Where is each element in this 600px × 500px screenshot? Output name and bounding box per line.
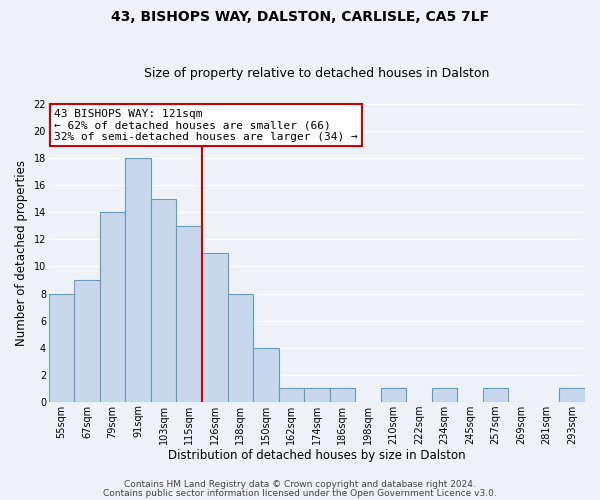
Text: Contains HM Land Registry data © Crown copyright and database right 2024.: Contains HM Land Registry data © Crown c… — [124, 480, 476, 489]
Bar — [559, 388, 585, 402]
Text: 43, BISHOPS WAY, DALSTON, CARLISLE, CA5 7LF: 43, BISHOPS WAY, DALSTON, CARLISLE, CA5 … — [111, 10, 489, 24]
Bar — [202, 253, 227, 402]
Title: Size of property relative to detached houses in Dalston: Size of property relative to detached ho… — [144, 66, 490, 80]
Bar — [151, 199, 176, 402]
Bar — [125, 158, 151, 402]
Bar — [176, 226, 202, 402]
Text: 43 BISHOPS WAY: 121sqm
← 62% of detached houses are smaller (66)
32% of semi-det: 43 BISHOPS WAY: 121sqm ← 62% of detached… — [54, 108, 358, 142]
Bar — [432, 388, 457, 402]
Bar — [304, 388, 329, 402]
Bar — [483, 388, 508, 402]
Bar — [74, 280, 100, 402]
Y-axis label: Number of detached properties: Number of detached properties — [15, 160, 28, 346]
Bar — [49, 294, 74, 402]
Text: Contains public sector information licensed under the Open Government Licence v3: Contains public sector information licen… — [103, 488, 497, 498]
X-axis label: Distribution of detached houses by size in Dalston: Distribution of detached houses by size … — [168, 450, 466, 462]
Bar — [227, 294, 253, 402]
Bar — [329, 388, 355, 402]
Bar — [253, 348, 278, 402]
Bar — [381, 388, 406, 402]
Bar — [100, 212, 125, 402]
Bar — [278, 388, 304, 402]
